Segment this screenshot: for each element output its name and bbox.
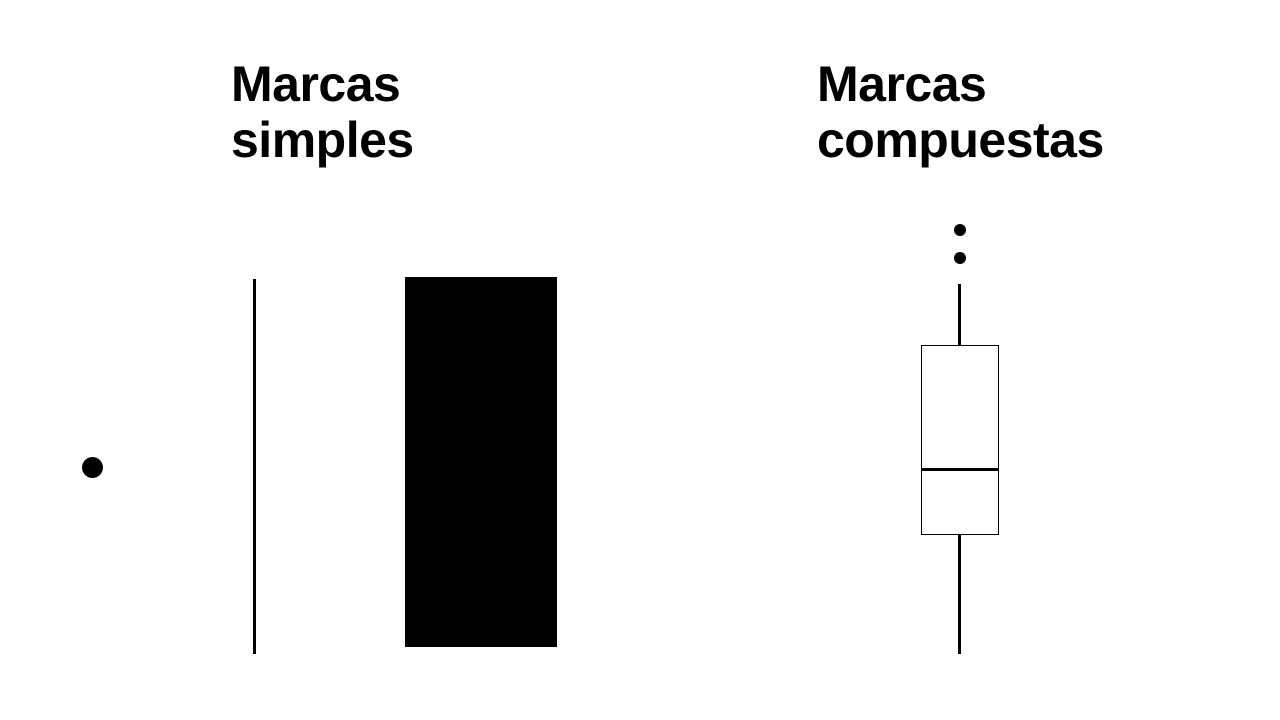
boxplot-median-line xyxy=(922,468,998,471)
compound-marks-heading-line2: compuestas xyxy=(817,112,1104,168)
compound-marks-heading: Marcas compuestas xyxy=(817,56,1104,168)
compound-marks-heading-line1: Marcas xyxy=(817,56,987,112)
simple-marks-heading-line1: Marcas xyxy=(231,56,401,112)
boxplot-outlier-point xyxy=(954,224,966,236)
simple-marks-heading: Marcas simples xyxy=(231,56,414,168)
boxplot-lower-whisker xyxy=(958,534,961,654)
simple-marks-heading-line2: simples xyxy=(231,112,414,168)
line-mark xyxy=(253,279,256,654)
boxplot-outlier-point xyxy=(954,252,966,264)
boxplot-upper-whisker xyxy=(958,284,961,346)
rectangle-mark xyxy=(405,277,557,647)
boxplot-box xyxy=(921,345,999,535)
point-mark xyxy=(82,457,103,478)
